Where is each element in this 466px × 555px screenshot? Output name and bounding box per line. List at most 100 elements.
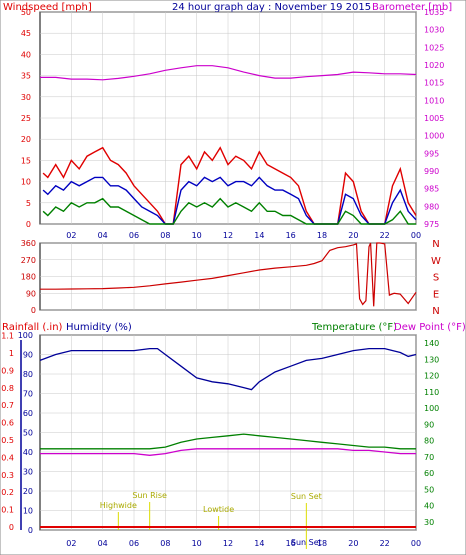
rainfall-tick-label: 1.1	[1, 332, 14, 341]
temperature-tick-label: 140	[424, 339, 439, 348]
windspeed-tick-label: 20	[21, 135, 31, 144]
wind-hour-label: 02	[66, 231, 76, 240]
humidity-tick-label: 0	[28, 526, 33, 535]
humidity-hour-label: 04	[98, 539, 108, 548]
rainfall-tick-label: 0.1	[1, 506, 14, 515]
humidity-tick-label: 40	[23, 448, 33, 457]
humidity-tick-label: 90	[23, 351, 33, 360]
temperature-tick-label: 120	[424, 372, 439, 381]
barometer-tick-label: 1025	[424, 43, 444, 52]
wind-hour-label: 04	[98, 231, 108, 240]
humidity-hour-label: 10	[192, 539, 202, 548]
wind-hour-label: 06	[129, 231, 139, 240]
rainfall-tick-label: 0.3	[1, 471, 14, 480]
humidity-tick-label: 60	[23, 409, 33, 418]
humidity-hour-label: 20	[348, 539, 358, 548]
series-humidity-line	[39, 347, 417, 391]
wind-hour-label: 12	[223, 231, 233, 240]
barometer-axis-title: Barometer [mb]	[372, 2, 452, 13]
event-label: Highwide	[100, 501, 137, 510]
direction-grid	[40, 242, 417, 311]
humidity-hour-label: 06	[129, 539, 139, 548]
rainfall-tick-label: 0.2	[1, 488, 14, 497]
temperature-tick-label: 100	[424, 404, 439, 413]
barometer-tick-label: 1005	[424, 114, 444, 123]
barometer-tick-label: 1035	[424, 8, 444, 17]
humidity-grid	[40, 334, 417, 531]
chart-title: 24 hour graph day : November 19 2015	[172, 2, 371, 13]
windspeed-tick-label: 30	[21, 93, 31, 102]
humidity-hour-label: 18	[317, 539, 327, 548]
wind-barometer-panel: Windspeed [mph] 24 hour graph day : Nove…	[3, 2, 452, 240]
humidity-hour-label: 22	[380, 539, 390, 548]
temperature-axis-title: Temperature (°F)	[311, 322, 397, 333]
humidity-tick-label: 100	[18, 331, 33, 340]
humidity-axis-ticks: 0 10 20 30 40 50 60 70 80 90 100	[18, 331, 33, 535]
humidity-hour-ticks: 02 04 06 08 10 12 14 16 18 20 22 00	[66, 539, 421, 548]
temperature-tick-label: 70	[424, 453, 434, 462]
humidity-tick-label: 30	[23, 468, 33, 477]
barometer-axis-ticks: 975 980 985 990 995 1000 1005 1010 1015 1020 1025 1…	[424, 8, 444, 229]
wind-direction-line	[40, 242, 417, 307]
humidity-hour-label: 00	[411, 539, 421, 548]
rainfall-axis-ticks: 0 0.1 0.2 0.3 0.4 0.5 0.6 0.7 0.8 0.9 1 1.1	[1, 332, 14, 532]
temperature-tick-label: 130	[424, 355, 439, 364]
direction-degree-label: 360	[21, 239, 36, 248]
humidity-hour-label: 02	[66, 539, 76, 548]
wind-hour-ticks: 02 04 06 08 10 12 14 16 18 20 22 00	[66, 231, 421, 240]
wind-hour-label: 10	[192, 231, 202, 240]
wind-hour-label: 18	[317, 231, 327, 240]
barometer-tick-label: 1030	[424, 26, 444, 35]
series-dew-point-line	[40, 448, 416, 456]
windspeed-tick-label: 15	[21, 156, 31, 165]
humidity-tick-label: 80	[23, 370, 33, 379]
event-label: Sun Set	[291, 492, 322, 501]
windspeed-tick-label: 25	[21, 114, 31, 123]
compass-label: E	[433, 289, 439, 300]
humidity-hour-label: 16	[286, 539, 296, 548]
series-barometer-line	[40, 65, 417, 81]
rainfall-tick-label: 0.8	[1, 384, 14, 393]
temperature-tick-label: 30	[424, 518, 434, 527]
windspeed-tick-label: 35	[21, 72, 31, 81]
temperature-tick-label: 80	[424, 437, 434, 446]
humidity-tick-label: 10	[23, 507, 33, 516]
windspeed-tick-label: 10	[21, 178, 31, 187]
humidity-hour-label: 14	[254, 539, 264, 548]
event-label: Sun Rise	[132, 491, 167, 500]
temperature-tick-label: 40	[424, 502, 434, 511]
wind-hour-label: 22	[380, 231, 390, 240]
direction-degree-label: 180	[21, 273, 36, 282]
barometer-tick-label: 1020	[424, 61, 444, 70]
humidity-axis-title: Humidity (%)	[66, 322, 132, 333]
windspeed-axis-title: Windspeed [mph]	[3, 2, 92, 13]
event-label: Lowtide	[203, 505, 234, 514]
wind-grid	[40, 11, 417, 225]
temperature-tick-label: 60	[424, 469, 434, 478]
barometer-tick-label: 1000	[424, 132, 444, 141]
wind-hour-label: 00	[411, 231, 421, 240]
humidity-hour-label: 08	[160, 539, 170, 548]
wind-hour-label: 14	[254, 231, 264, 240]
wind-hour-label: 20	[348, 231, 358, 240]
wind-hour-label: 08	[160, 231, 170, 240]
direction-degree-label: 270	[21, 256, 36, 265]
temperature-tick-label: 110	[424, 388, 439, 397]
rainfall-tick-label: 0.5	[1, 436, 14, 445]
temperature-tick-label: 90	[424, 420, 434, 429]
humidity-tick-label: 70	[23, 390, 33, 399]
compass-label: N	[432, 239, 439, 250]
compass-label: S	[433, 273, 439, 284]
series-windspeed-line	[42, 146, 417, 225]
dewpoint-axis-title: Dew Point (°F)	[394, 322, 466, 333]
humidity-tick-label: 20	[23, 487, 33, 496]
rainfall-tick-label: 0	[9, 523, 14, 532]
barometer-tick-label: 1010	[424, 96, 444, 105]
humidity-temperature-panel: Rainfall (.in) Humidity (%) Temperature …	[1, 322, 466, 549]
barometer-tick-label: 990	[424, 167, 439, 176]
event-label: Sun Set	[291, 538, 322, 547]
